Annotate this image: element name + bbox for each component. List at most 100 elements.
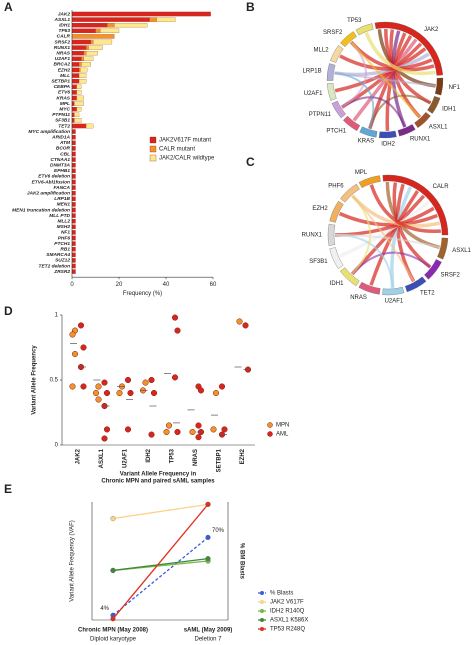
bar-segment	[71, 50, 84, 56]
chord-link	[339, 54, 433, 71]
node-label: SRSF2	[441, 273, 461, 279]
legend-label: JAK2/CALR wildtype	[159, 156, 215, 162]
series-marker	[110, 567, 116, 573]
node-label: KRAS	[358, 139, 374, 145]
chord-link	[341, 96, 406, 128]
bar-segment	[71, 191, 76, 196]
series-marker	[110, 616, 116, 622]
legend-label: TP53 R248Q	[270, 627, 305, 633]
bar-segment	[95, 28, 101, 34]
bar-segment	[71, 28, 96, 34]
data-label: 70%	[212, 528, 225, 534]
x-tick-label: JAK2	[76, 448, 82, 464]
chord-arc	[327, 223, 336, 246]
category-label: EPHB1	[54, 168, 70, 174]
chord-link	[392, 182, 432, 269]
bar-segment	[71, 146, 76, 151]
data-point	[163, 428, 170, 436]
data-point	[171, 314, 179, 321]
node-label: CALR	[433, 184, 450, 190]
data-point	[80, 383, 87, 390]
category-label: SUZ12	[55, 258, 70, 264]
category-label: ZRSR2	[53, 269, 70, 275]
node-label: PTCH1	[326, 128, 346, 134]
bar-segment	[78, 73, 87, 78]
x-tick-label: Chronic MPN (May 2008)	[78, 628, 148, 634]
bar-segment	[71, 62, 80, 67]
data-point	[165, 422, 173, 429]
category-label: CEBPA	[54, 84, 71, 90]
node-label: ASXL1	[429, 124, 448, 130]
bar-segment	[114, 23, 148, 28]
chord-arc	[355, 23, 374, 36]
bar-segment	[71, 23, 108, 28]
bar-segment	[71, 101, 75, 106]
bar-segment	[71, 34, 115, 39]
chord-arc	[329, 200, 344, 223]
category-label: SETBP1	[51, 78, 70, 84]
data-point	[95, 396, 102, 403]
bar-segment	[76, 106, 82, 112]
bar-segment	[85, 123, 94, 129]
chord-arc	[358, 281, 381, 295]
data-point	[174, 428, 181, 436]
data-point	[77, 322, 85, 329]
data-point	[127, 389, 134, 397]
series-line	[112, 503, 209, 620]
y-axis-label: Variant Allele Frequency	[32, 345, 38, 415]
node-label: RUNX1	[302, 232, 323, 238]
y-tick-label: 0.5	[50, 378, 59, 384]
node-label: SF3B1	[309, 259, 328, 265]
chord-arc	[326, 83, 337, 101]
bar-segment	[71, 174, 76, 179]
y2-axis-label: % BM Blasts	[238, 543, 244, 580]
bar-segment	[80, 67, 88, 73]
x-sublabel: Deletion 7	[194, 637, 222, 643]
chord-arc	[435, 77, 444, 96]
chart-title: Chronic MPN and paired sAML samples	[101, 479, 215, 485]
bar-segment	[71, 39, 91, 45]
category-label: KRAS	[56, 95, 70, 101]
bar-segment	[71, 157, 76, 162]
bar-segment	[71, 185, 76, 190]
chord-arc	[424, 259, 442, 280]
category-label: PTPN11	[52, 112, 70, 118]
chord-link	[369, 184, 441, 234]
y-tick-label: 0	[55, 443, 59, 449]
category-label: RB1	[60, 246, 70, 252]
bar-segment	[71, 163, 76, 168]
legend-marker	[267, 422, 273, 428]
chord-link	[391, 30, 407, 128]
legend-marker	[260, 618, 264, 622]
series-line	[112, 557, 209, 572]
x-axis-label: Frequency (%)	[123, 291, 162, 297]
category-label: ETV6 deletion	[38, 174, 70, 180]
data-point	[236, 318, 243, 325]
bar-segment	[71, 179, 76, 185]
bar-segment	[71, 17, 150, 22]
bar-segment	[78, 67, 81, 73]
bar-segment	[78, 78, 87, 84]
bar-segment	[71, 67, 80, 73]
data-point	[124, 376, 132, 384]
chord-arc	[437, 237, 449, 260]
category-label: ATM	[59, 140, 71, 146]
bar-segment	[71, 95, 77, 101]
bar-segment	[71, 11, 211, 17]
data-point	[242, 322, 249, 329]
legend-label: JAK2V617F mutant	[159, 138, 211, 144]
bar-segment	[71, 73, 80, 78]
node-label: JAK2	[424, 27, 439, 33]
chord-link	[338, 211, 438, 227]
bar-segment	[71, 129, 76, 134]
legend-marker	[260, 627, 264, 631]
data-point	[197, 387, 205, 394]
category-label: TET2 deletion	[39, 263, 71, 269]
bar-segment	[71, 123, 87, 129]
node-label: IDH1	[442, 106, 456, 112]
category-label: PHF6	[58, 235, 71, 241]
node-label: TP53	[347, 18, 362, 24]
chord-arc	[382, 286, 405, 296]
chord-arc	[340, 31, 357, 48]
chord-link	[350, 41, 421, 118]
